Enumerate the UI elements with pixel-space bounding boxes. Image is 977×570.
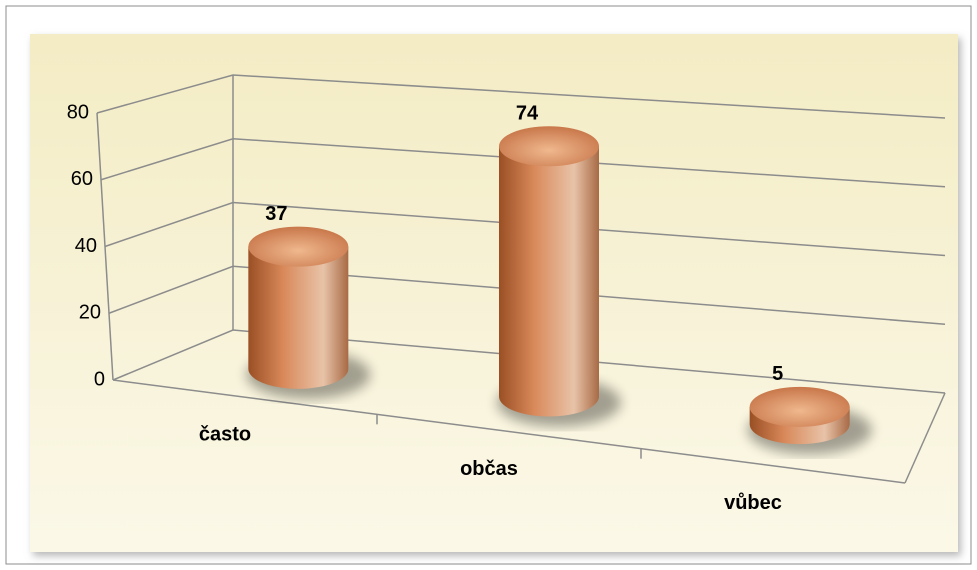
y-tick-label: 60 xyxy=(71,168,93,190)
x-tick-label: vůbec xyxy=(724,492,782,514)
plot: 0 20 40 60 80 37 často 74 občas 5 vůbec xyxy=(67,74,946,514)
data-label: 74 xyxy=(516,103,539,125)
grid-line xyxy=(100,137,946,188)
y-tick-label: 80 xyxy=(67,101,89,123)
bar-top xyxy=(499,126,599,167)
x-axis-line xyxy=(112,379,906,484)
grid-line xyxy=(108,265,946,325)
x-tick-label: občas xyxy=(460,458,518,480)
x-tick-label: často xyxy=(199,423,251,445)
bar xyxy=(499,146,599,417)
bar-top xyxy=(749,386,850,427)
plot-panel xyxy=(30,34,958,552)
data-label: 37 xyxy=(265,203,287,225)
bar-top xyxy=(248,226,349,267)
data-label: 5 xyxy=(772,363,783,385)
y-tick-label: 20 xyxy=(79,302,101,324)
bar xyxy=(248,246,349,389)
y-tick-label: 40 xyxy=(75,235,97,257)
grid-line xyxy=(96,74,946,119)
y-tick-label: 0 xyxy=(94,368,105,390)
floor-edge xyxy=(904,392,946,484)
grid-line xyxy=(112,329,946,394)
grid-line xyxy=(104,201,946,257)
